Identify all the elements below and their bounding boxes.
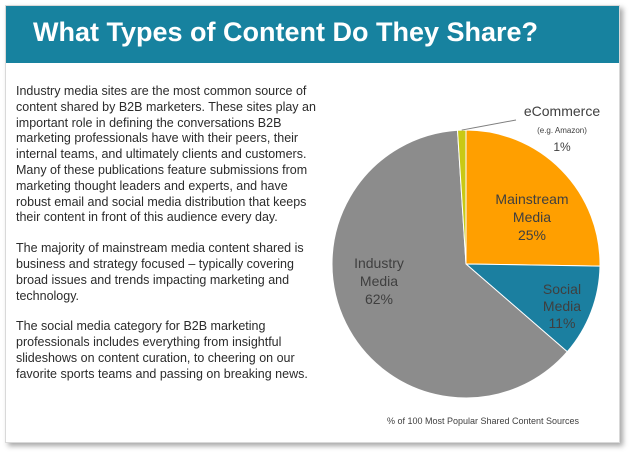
- slide: What Types of Content Do They Share? Ind…: [5, 5, 620, 443]
- slice-value-social-media: 11%: [549, 315, 576, 331]
- slice-value-ecommerce: 1%: [553, 140, 571, 154]
- paragraph-social-media: The social media category for B2B market…: [16, 319, 308, 381]
- slice-label-industry-media-line1: Industry: [354, 255, 404, 271]
- slice-value-industry-media: 62%: [365, 291, 393, 307]
- slice-label-ecommerce: eCommerce: [524, 103, 600, 119]
- page-title: What Types of Content Do They Share?: [33, 17, 539, 47]
- slice-label-social-media-line2: Media: [543, 298, 581, 314]
- slice-label-social-media-line1: Social: [543, 281, 581, 297]
- slice-label-industry-media-line2: Media: [360, 273, 398, 289]
- slice-sublabel-ecommerce: (e.g. Amazon): [537, 126, 587, 135]
- pie-slice-mainstream-media: [465, 129, 601, 267]
- chart-caption: % of 100 Most Popular Shared Content Sou…: [387, 416, 580, 426]
- slice-value-mainstream-media: 25%: [518, 227, 546, 243]
- slice-label-mainstream-media-line1: Mainstream: [495, 191, 568, 207]
- ecommerce-leader-line: [461, 119, 517, 131]
- pie-slice-social-media: [464, 263, 601, 353]
- title-bar: What Types of Content Do They Share?: [6, 6, 619, 63]
- pie-slice-ecommerce: [456, 129, 467, 265]
- pie-slice-industry-media: [331, 129, 568, 399]
- paragraph-mainstream-media: The majority of mainstream media content…: [16, 241, 304, 303]
- paragraph-industry-media: Industry media sites are the most common…: [16, 84, 316, 225]
- slice-label-mainstream-media-line2: Media: [513, 209, 551, 225]
- body-text: Industry media sites are the most common…: [16, 84, 316, 398]
- pie-chart: MainstreamMedia25%SocialMedia11%Industry…: [331, 103, 601, 426]
